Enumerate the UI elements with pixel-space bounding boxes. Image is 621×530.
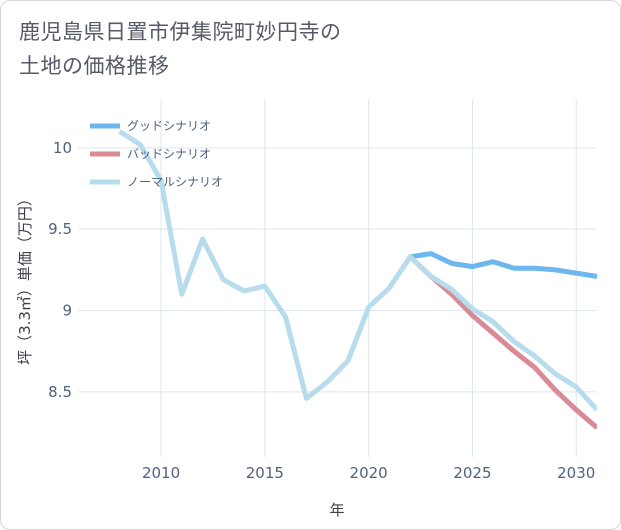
x-axis-ticks: 2010 2015 2020 2025 2030 [142, 464, 595, 482]
chart-title-line2: 土地の価格推移 [19, 54, 170, 78]
x-axis-title: 年 [329, 501, 344, 519]
y-tick-label: 10 [53, 139, 72, 157]
y-tick-label: 8.5 [48, 383, 72, 401]
chart-title: 鹿児島県日置市伊集院町妙円寺の 土地の価格推移 [19, 15, 342, 83]
legend-label: グッドシナリオ [127, 119, 211, 133]
y-axis-ticks: 8.5 9 9.5 10 [48, 139, 72, 401]
legend-label: ノーマルシナリオ [127, 175, 223, 189]
legend-label: バッドシナリオ [127, 147, 211, 161]
chart-title-line1: 鹿児島県日置市伊集院町妙円寺の [19, 20, 342, 44]
x-tick-label: 2015 [246, 464, 284, 482]
x-tick-label: 2010 [142, 464, 180, 482]
y-tick-label: 9 [62, 302, 72, 320]
plot-area [78, 99, 597, 457]
x-tick-label: 2030 [557, 464, 595, 482]
x-tick-label: 2025 [453, 464, 491, 482]
y-tick-label: 9.5 [48, 220, 72, 238]
grid-lines [78, 99, 597, 457]
series-line-good [409, 251, 597, 279]
x-tick-label: 2020 [350, 464, 388, 482]
y-axis-title: 坪（3.3㎡）単価（万円） [16, 191, 34, 365]
series-line-normal [118, 129, 597, 412]
series-lines [118, 129, 597, 430]
